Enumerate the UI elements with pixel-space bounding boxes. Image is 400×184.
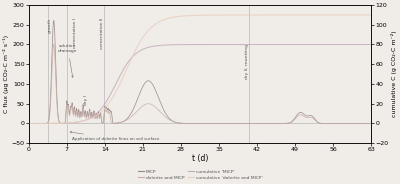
Y-axis label: C flux (μg CO₂-C m⁻² s⁻¹): C flux (μg CO₂-C m⁻² s⁻¹): [3, 35, 9, 113]
Text: solution
drainage: solution drainage: [58, 45, 78, 77]
X-axis label: t (d): t (d): [192, 154, 208, 163]
Text: cementation I: cementation I: [73, 17, 77, 48]
Y-axis label: cumulative C (g CO₂-C m⁻²): cumulative C (g CO₂-C m⁻²): [391, 31, 397, 117]
Text: dry I: dry I: [84, 95, 88, 105]
Text: growth: growth: [48, 17, 52, 33]
Text: dry II, rewetting: dry II, rewetting: [245, 44, 249, 79]
Text: Application of dolerite fines on soil surface: Application of dolerite fines on soil su…: [70, 131, 160, 141]
Text: cementation II: cementation II: [100, 17, 104, 49]
Legend: MICP, dolerite and MICP, cumulative 'MICP', cumulative 'dolerite and MICP': MICP, dolerite and MICP, cumulative 'MIC…: [136, 168, 264, 182]
